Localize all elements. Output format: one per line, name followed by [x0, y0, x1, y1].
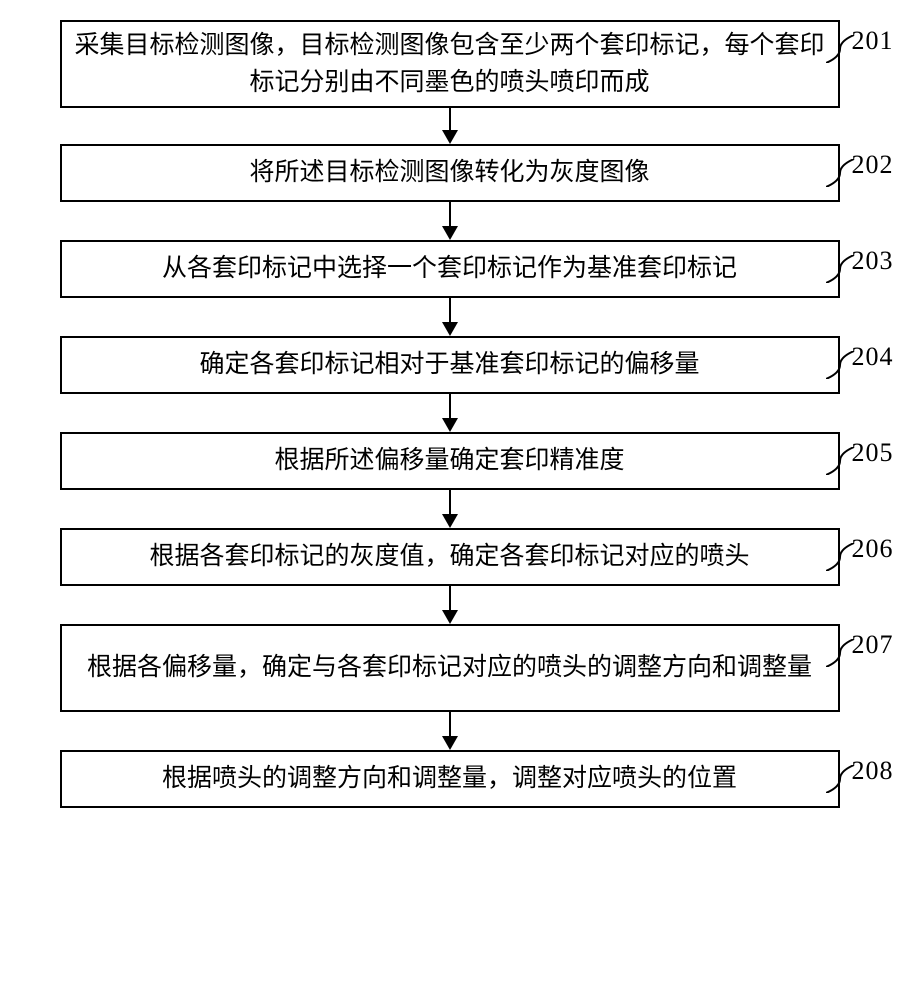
step-text: 根据各套印标记的灰度值，确定各套印标记对应的喷头: [149, 538, 749, 576]
step-label: 201: [852, 26, 894, 56]
step-box-203: 从各套印标记中选择一个套印标记作为基准套印标记: [60, 240, 840, 298]
step-box-206: 根据各套印标记的灰度值，确定各套印标记对应的喷头: [60, 528, 840, 586]
step-text: 根据各偏移量，确定与各套印标记对应的喷头的调整方向和调整量: [87, 649, 812, 687]
arrow-icon: [442, 490, 458, 528]
step-text: 从各套印标记中选择一个套印标记作为基准套印标记: [162, 250, 737, 288]
step-box-201: 采集目标检测图像，目标检测图像包含至少两个套印标记，每个套印标记分别由不同墨色的…: [60, 20, 840, 108]
step-label: 205: [852, 438, 894, 468]
step-label: 203: [852, 246, 894, 276]
step-label: 208: [852, 756, 894, 786]
flow-step: 根据各偏移量，确定与各套印标记对应的喷头的调整方向和调整量 207: [60, 624, 840, 712]
flow-step: 将所述目标检测图像转化为灰度图像 202: [60, 144, 840, 202]
step-box-208: 根据喷头的调整方向和调整量，调整对应喷头的位置: [60, 750, 840, 808]
step-text: 将所述目标检测图像转化为灰度图像: [249, 154, 649, 192]
step-text: 根据所述偏移量确定套印精准度: [274, 442, 624, 480]
arrow-icon: [442, 108, 458, 144]
arrow-icon: [442, 202, 458, 240]
step-text: 根据喷头的调整方向和调整量，调整对应喷头的位置: [162, 760, 737, 798]
arrow-icon: [442, 298, 458, 336]
arrow-icon: [442, 394, 458, 432]
step-label: 206: [852, 534, 894, 564]
flowchart-container: 采集目标检测图像，目标检测图像包含至少两个套印标记，每个套印标记分别由不同墨色的…: [0, 0, 899, 808]
step-label: 204: [852, 342, 894, 372]
step-box-204: 确定各套印标记相对于基准套印标记的偏移量: [60, 336, 840, 394]
flow-step: 根据各套印标记的灰度值，确定各套印标记对应的喷头 206: [60, 528, 840, 586]
flow-step: 采集目标检测图像，目标检测图像包含至少两个套印标记，每个套印标记分别由不同墨色的…: [60, 20, 840, 108]
step-box-205: 根据所述偏移量确定套印精准度: [60, 432, 840, 490]
step-label: 207: [852, 630, 894, 660]
flow-step: 确定各套印标记相对于基准套印标记的偏移量 204: [60, 336, 840, 394]
arrow-icon: [442, 586, 458, 624]
step-text: 采集目标检测图像，目标检测图像包含至少两个套印标记，每个套印标记分别由不同墨色的…: [72, 27, 828, 102]
step-box-207: 根据各偏移量，确定与各套印标记对应的喷头的调整方向和调整量: [60, 624, 840, 712]
flow-step: 根据喷头的调整方向和调整量，调整对应喷头的位置 208: [60, 750, 840, 808]
step-box-202: 将所述目标检测图像转化为灰度图像: [60, 144, 840, 202]
flow-step: 根据所述偏移量确定套印精准度 205: [60, 432, 840, 490]
step-text: 确定各套印标记相对于基准套印标记的偏移量: [199, 346, 699, 384]
flow-step: 从各套印标记中选择一个套印标记作为基准套印标记 203: [60, 240, 840, 298]
step-label: 202: [852, 150, 894, 180]
arrow-icon: [442, 712, 458, 750]
